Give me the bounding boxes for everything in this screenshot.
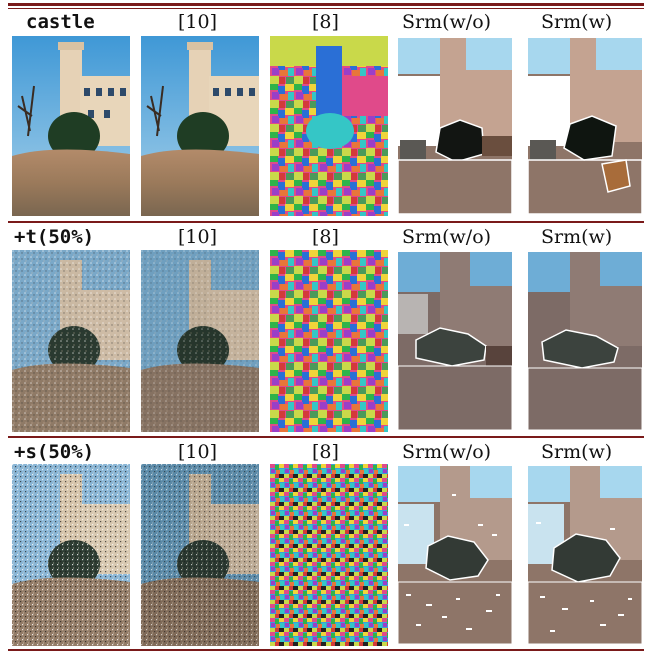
row2-srm-with-image [526,250,644,432]
row1-srm-without-image [396,36,514,216]
top-rule-thin [8,8,644,9]
row2-col5-label: Srm(w) [541,226,613,248]
row2-label: +t(50%) [14,226,95,248]
row2-original-image [12,250,130,432]
row3-col2-label: [10] [178,441,218,463]
row3-col4-label: Srm(w/o) [402,441,492,463]
row1-label: castle [26,11,95,33]
row3-col5-label: Srm(w) [541,441,613,463]
row1-col3-label: [8] [312,11,339,33]
row3-method10-image [141,464,259,646]
row3-srm-with-image [526,464,644,646]
row2-method10-image [141,250,259,432]
row3-srm-without-image [396,464,514,646]
row1-col5-label: Srm(w) [541,11,613,33]
row1-method8-image [270,36,388,216]
row1-method10-image [141,36,259,216]
row2-col4-label: Srm(w/o) [402,226,492,248]
row1-srm-with-image [526,36,644,216]
row3-col3-label: [8] [312,441,339,463]
row1-col4-label: Srm(w/o) [402,11,492,33]
row2-col2-label: [10] [178,226,218,248]
row1-original-image [12,36,130,216]
top-rule-thick [8,3,644,6]
row2-srm-without-image [396,250,514,432]
row3-label: +s(50%) [14,441,95,463]
row3-separator [8,436,644,438]
row2-col3-label: [8] [312,226,339,248]
row3-method8-image [270,464,388,646]
row2-method8-image [270,250,388,432]
row2-separator [8,221,644,223]
bottom-rule [8,649,644,651]
row3-original-image [12,464,130,646]
row1-col2-label: [10] [178,11,218,33]
